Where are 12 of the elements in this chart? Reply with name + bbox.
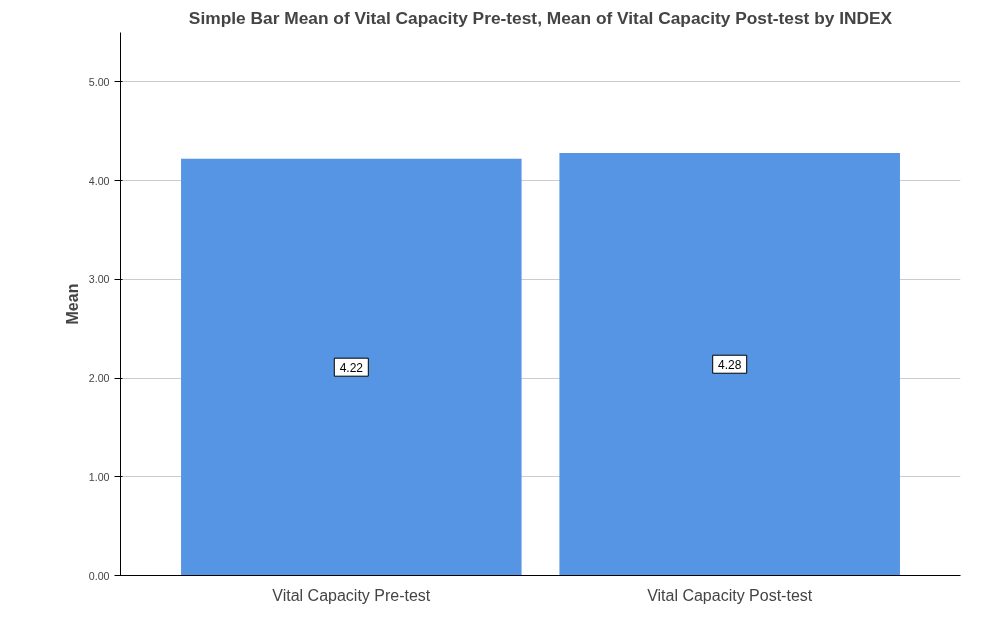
y-tick-label: 3.00 xyxy=(88,273,110,286)
y-axis-title: Mean xyxy=(63,283,81,325)
x-tick-label: Vital Capacity Post-test xyxy=(647,586,813,604)
chart-title: Simple Bar Mean of Vital Capacity Pre-test, Mean of Vital Capacity Post-test by INDEX xyxy=(188,7,893,28)
data-label: 4.28 xyxy=(718,357,742,372)
y-tick-label: 5.00 xyxy=(88,75,110,88)
y-tick-label: 1.00 xyxy=(88,470,110,483)
y-tick-label: 0.00 xyxy=(88,569,110,582)
data-label: 4.22 xyxy=(339,360,364,375)
y-tick-label: 4.00 xyxy=(88,174,110,187)
x-tick-label: Vital Capacity Pre-test xyxy=(272,586,431,604)
y-tick-label: 2.00 xyxy=(88,372,110,385)
